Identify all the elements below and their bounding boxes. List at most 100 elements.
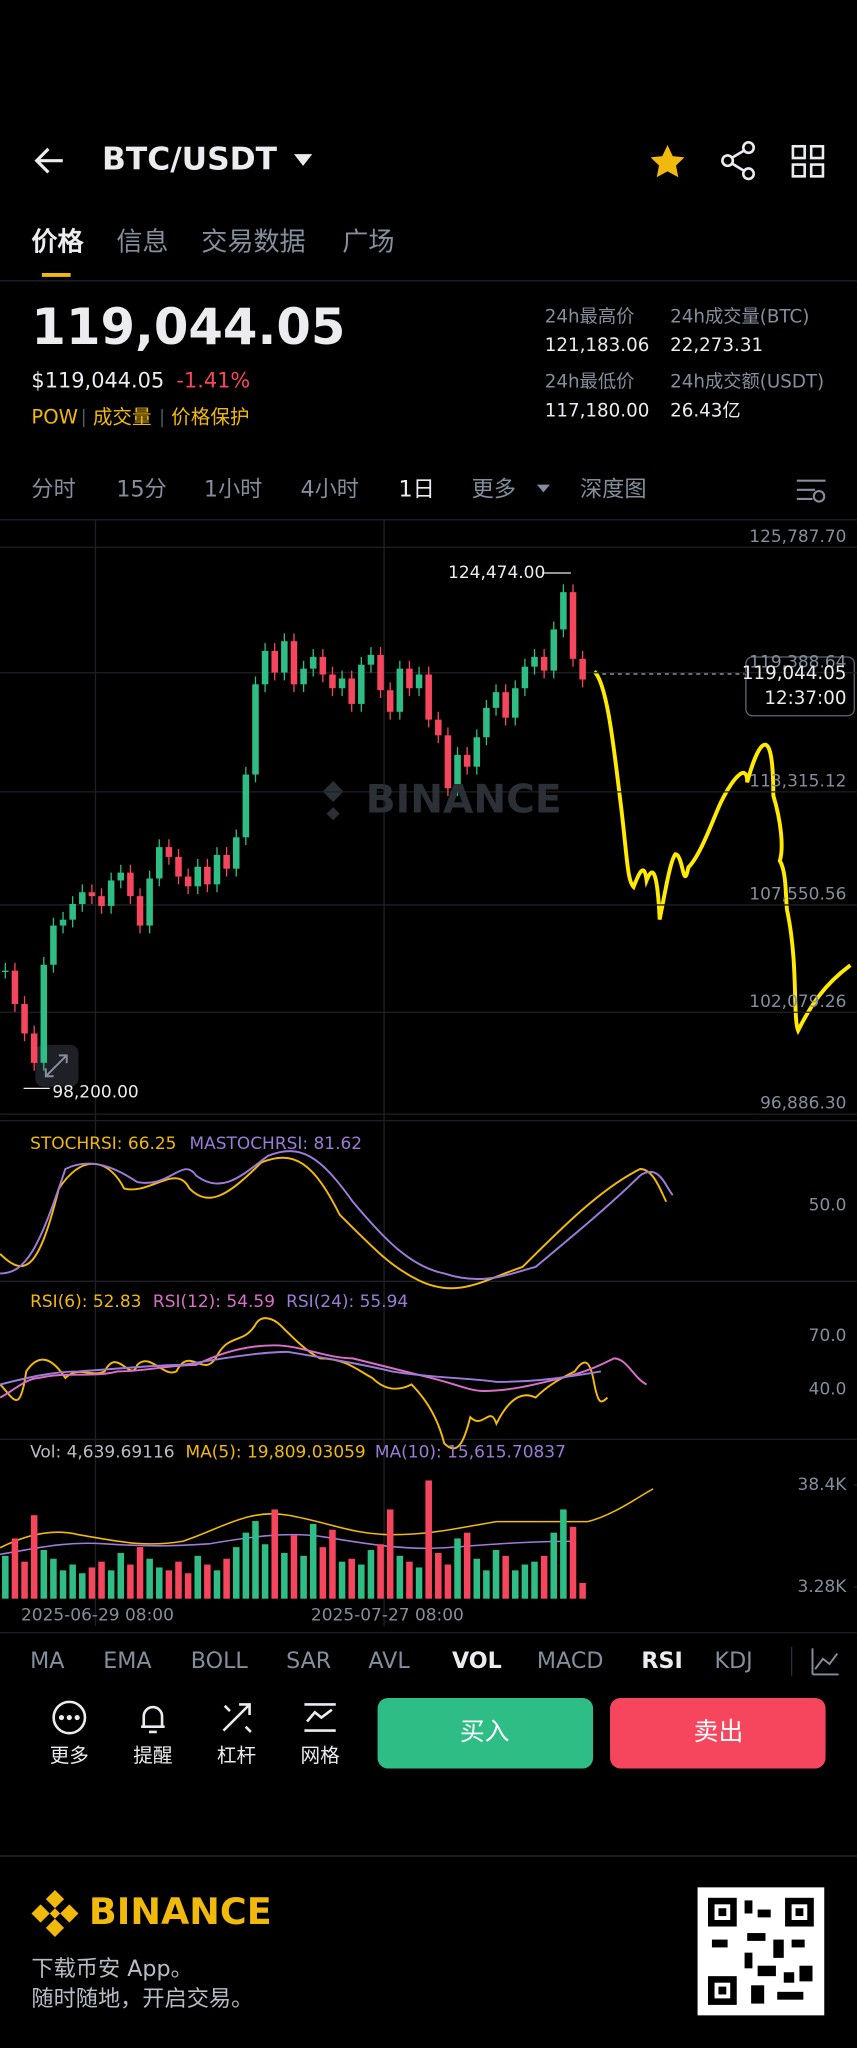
y-tick-label: 119,388.64 bbox=[749, 652, 846, 672]
candle bbox=[483, 707, 490, 738]
grid-icon[interactable] bbox=[304, 1703, 336, 1732]
tab[interactable]: 价格 bbox=[31, 226, 84, 257]
low-label: 98,200.00 bbox=[52, 1082, 138, 1102]
more-dropdown[interactable] bbox=[536, 484, 550, 493]
buy-button[interactable] bbox=[377, 1697, 594, 1769]
candle bbox=[550, 629, 558, 671]
volume-bar bbox=[406, 1561, 413, 1599]
sell-button[interactable] bbox=[610, 1697, 826, 1769]
interval[interactable]: 4小时 bbox=[300, 476, 359, 502]
candle bbox=[69, 903, 76, 920]
tab[interactable]: 信息 bbox=[116, 227, 168, 257]
stat-value: 117,180.00 bbox=[545, 400, 650, 421]
indicator-tab[interactable]: VOL bbox=[452, 1648, 502, 1674]
vol-label: MA(5): 19,809.03059 bbox=[186, 1442, 366, 1462]
volume-bar bbox=[30, 1515, 38, 1599]
candle bbox=[165, 847, 173, 857]
leverage-icon[interactable] bbox=[222, 1703, 252, 1733]
pair-dropdown[interactable] bbox=[293, 154, 313, 166]
tab[interactable]: 交易数据 bbox=[201, 227, 305, 257]
candle bbox=[319, 656, 327, 675]
interval[interactable]: 1日 bbox=[398, 476, 434, 502]
x-tick-label: 2025-07-27 08:00 bbox=[311, 1606, 464, 1626]
vol-label: Vol: 4,639.69116 bbox=[30, 1442, 174, 1462]
stat-value: 26.43亿 bbox=[670, 400, 741, 421]
indicator-tab[interactable]: AVL bbox=[368, 1648, 410, 1674]
candle bbox=[117, 872, 125, 881]
draw-tool[interactable] bbox=[811, 1648, 839, 1676]
indicator-tab[interactable]: BOLL bbox=[191, 1648, 249, 1674]
indicator-tab[interactable]: RSI bbox=[641, 1648, 682, 1674]
grid-menu[interactable] bbox=[791, 144, 825, 178]
footer-brand: BINANCE bbox=[89, 1890, 272, 1933]
volume-bar bbox=[483, 1570, 490, 1599]
interval[interactable]: 1小时 bbox=[204, 476, 262, 502]
candle bbox=[579, 658, 586, 680]
more-icon[interactable] bbox=[52, 1700, 87, 1735]
last-price-label: 119,044.05 bbox=[742, 663, 847, 684]
interval[interactable]: 分时 bbox=[31, 476, 75, 502]
action-label[interactable]: 更多 bbox=[50, 1744, 89, 1767]
candle bbox=[502, 692, 509, 718]
pair-title[interactable]: BTC/USDT bbox=[102, 142, 278, 178]
indicator-tab[interactable]: EMA bbox=[103, 1648, 151, 1674]
action-label[interactable]: 网格 bbox=[301, 1744, 341, 1767]
candle bbox=[406, 668, 413, 689]
indicator-tab[interactable]: SAR bbox=[286, 1648, 331, 1674]
candle bbox=[194, 866, 202, 887]
favorite-star[interactable] bbox=[650, 144, 685, 178]
volume-bar bbox=[79, 1573, 86, 1599]
action-label[interactable]: 提醒 bbox=[133, 1744, 172, 1767]
tag[interactable]: POW bbox=[31, 405, 78, 428]
candle bbox=[2, 970, 9, 972]
interval[interactable]: 15分 bbox=[116, 476, 166, 502]
footer-line: 随时随地，开启交易。 bbox=[31, 1986, 253, 2012]
candle bbox=[463, 754, 471, 767]
back-button[interactable] bbox=[34, 147, 63, 174]
volume-bar bbox=[136, 1547, 144, 1599]
interval[interactable]: 更多 bbox=[472, 476, 516, 502]
volume-bar bbox=[579, 1582, 586, 1599]
indicator-tab[interactable]: KDJ bbox=[715, 1648, 753, 1674]
candle bbox=[444, 735, 452, 789]
candle bbox=[512, 688, 519, 718]
y-tick-label: 102,079.26 bbox=[749, 992, 846, 1012]
alert-icon[interactable] bbox=[141, 1705, 165, 1734]
candle bbox=[338, 678, 346, 689]
tag[interactable]: 价格保护 bbox=[171, 405, 249, 428]
candle bbox=[435, 719, 442, 736]
sell-label[interactable]: 卖出 bbox=[694, 1717, 744, 1746]
y-tick-label: 38.4K bbox=[798, 1475, 848, 1495]
volume-bar bbox=[59, 1570, 67, 1599]
volume-bar bbox=[502, 1555, 509, 1599]
share-button[interactable] bbox=[721, 141, 756, 181]
volume-bar bbox=[155, 1567, 163, 1599]
chart-settings[interactable] bbox=[796, 479, 826, 503]
volume-bar bbox=[98, 1561, 105, 1599]
indicator-tab[interactable]: MACD bbox=[537, 1648, 604, 1674]
interval[interactable]: 深度图 bbox=[580, 476, 647, 502]
volume-bar bbox=[329, 1529, 336, 1599]
candle bbox=[155, 847, 163, 879]
candle bbox=[271, 650, 278, 673]
tab[interactable]: 广场 bbox=[342, 227, 394, 257]
y-tick-label: 113,315.12 bbox=[749, 771, 846, 791]
stoch-label: STOCHRSI: 66.25 bbox=[30, 1134, 176, 1154]
stoch-label: MASTOCHRSI: 81.62 bbox=[189, 1134, 362, 1154]
volume-bar bbox=[531, 1561, 538, 1599]
stat-label: 24h成交量(BTC) bbox=[670, 306, 809, 327]
buy-label[interactable]: 买入 bbox=[460, 1717, 510, 1746]
watermark: BINANCE bbox=[366, 777, 562, 822]
candle bbox=[492, 692, 500, 708]
volume-bar bbox=[348, 1558, 355, 1599]
volume-bar bbox=[165, 1570, 173, 1599]
tag[interactable]: 成交量 bbox=[93, 405, 152, 428]
candle bbox=[540, 656, 548, 671]
usd-price: $119,044.05 bbox=[31, 368, 164, 392]
volume-bar bbox=[2, 1555, 9, 1599]
candle bbox=[367, 654, 375, 665]
action-label[interactable]: 杠杆 bbox=[217, 1744, 256, 1767]
indicator-tab[interactable]: MA bbox=[30, 1648, 64, 1674]
